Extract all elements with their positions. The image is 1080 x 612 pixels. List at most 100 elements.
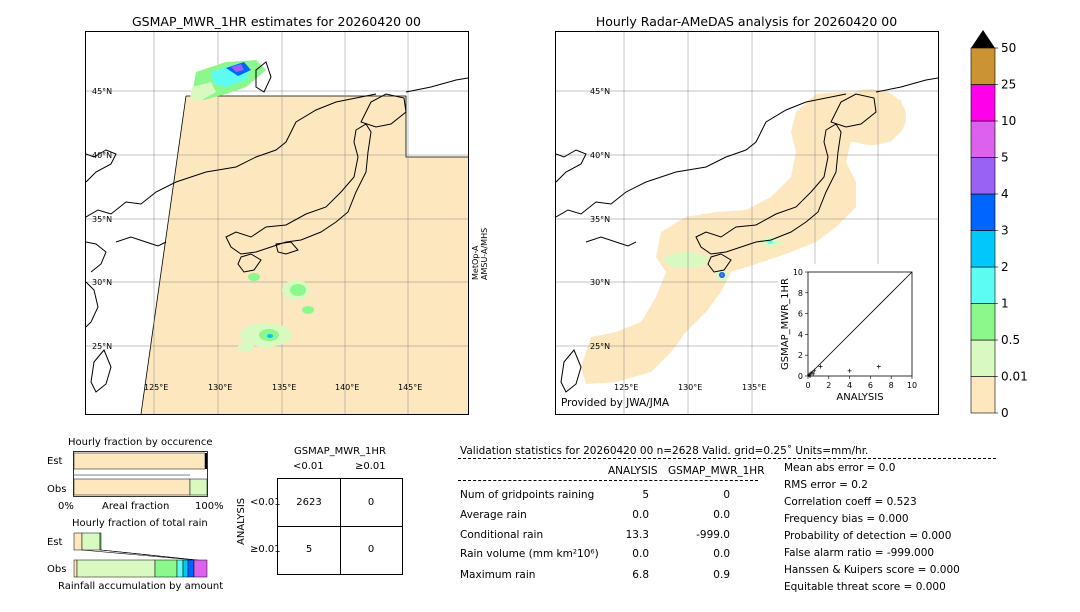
scatter-point — [847, 368, 852, 373]
right-map-title: Hourly Radar-AMeDAS analysis for 2026042… — [595, 14, 898, 29]
contingency-side-label: ANALYSIS — [236, 497, 247, 545]
colorbar-label: 0.01 — [1001, 370, 1028, 384]
row-b-2: -999.0 — [696, 529, 730, 541]
r-lat-label-35: 35°N — [590, 215, 610, 224]
contingency-row-ge: ≥0.01 — [250, 544, 281, 555]
x-tick-label: 10 — [907, 381, 917, 390]
scatter-point — [876, 364, 881, 369]
row-label-0: Num of gridpoints raining — [460, 489, 595, 501]
scatter-point — [818, 364, 823, 369]
score-2: Correlation coeff = 0.523 — [784, 496, 917, 508]
satellite-label: MetOp-A AMSU-A/MHS — [471, 227, 489, 280]
radar-coverage — [581, 89, 906, 384]
right-map-canvas: 45°N 40°N 35°N 30°N 25°N 125°E 130°E 135… — [556, 32, 938, 414]
cell-no-no: 2623 — [296, 497, 322, 508]
colorbar-segment — [970, 157, 996, 195]
occurrence-row-est: Est — [47, 456, 63, 467]
row-b-1: 0.0 — [713, 509, 730, 521]
score-4: Probability of detection = 0.000 — [784, 530, 952, 542]
row-b-0: 0 — [723, 489, 730, 501]
colorbar-extend-arrow — [971, 30, 995, 48]
colorbar-segment — [970, 84, 996, 122]
colorbar-label: 1 — [1001, 297, 1009, 311]
score-1: RMS error = 0.2 — [784, 479, 868, 491]
occurrence-axis-right: 100% — [195, 501, 224, 512]
colorbar-segments — [970, 47, 996, 414]
row-b-3: 0.0 — [713, 548, 730, 560]
row-a-1: 0.0 — [632, 509, 649, 521]
total-rain-caption: Rainfall accumulation by amount — [58, 581, 224, 592]
est-occurrence-bar — [73, 452, 206, 470]
lon-label-140: 140°E — [335, 383, 359, 392]
contingency-col-lt: <0.01 — [293, 461, 324, 472]
lon-label-145: 145°E — [398, 383, 422, 392]
col-gsmap: GSMAP_MWR_1HR — [668, 465, 765, 477]
left-map-title: GSMAP_MWR_1HR estimates for 20260420 00 — [132, 14, 421, 29]
r-lat-label-45: 45°N — [590, 87, 610, 96]
contingency-title: GSMAP_MWR_1HR — [294, 446, 386, 457]
row-label-1: Average rain — [460, 509, 527, 521]
colorbar-segment — [970, 303, 996, 341]
colorbar-label: 0 — [1001, 406, 1009, 418]
total-rain-bars — [73, 532, 208, 578]
r-lon-label-130: 130°E — [678, 383, 702, 392]
y-tick-label: 8 — [798, 289, 803, 298]
lon-label-125: 125°E — [144, 383, 168, 392]
contingency-table: 2623 0 5 0 — [277, 478, 403, 575]
x-tick-label: 2 — [826, 381, 831, 390]
colorbar-segment — [970, 120, 996, 158]
scatter-points — [807, 364, 881, 378]
scatter-point — [811, 371, 816, 376]
lat-label-40: 40°N — [92, 151, 112, 160]
x-tick-label: 6 — [868, 381, 873, 390]
score-0: Mean abs error = 0.0 — [784, 462, 896, 474]
coastlines-right — [556, 77, 938, 393]
lat-label-45: 45°N — [92, 87, 112, 96]
occurrence-row-obs: Obs — [47, 484, 67, 495]
colorbar-segment — [970, 47, 996, 85]
row-a-2: 13.3 — [625, 529, 649, 541]
colorbar-segment — [970, 266, 996, 304]
scatter-frame — [807, 271, 913, 377]
y-tick-label: 10 — [793, 268, 803, 277]
colorbar: 0 0.01 0.5 1 2 3 4 5 10 25 50 — [970, 30, 1028, 418]
scatter-point — [809, 370, 814, 375]
scatter-point — [812, 368, 817, 373]
scatter-ylabel: GSMAP_MWR_1HR — [780, 278, 791, 370]
table-divider — [458, 480, 758, 481]
row-a-0: 5 — [642, 489, 649, 501]
row-b-4: 0.9 — [713, 569, 730, 581]
satellite-swath — [141, 96, 468, 414]
total-rain-title: Hourly fraction of total rain — [72, 518, 208, 529]
x-tick-label: 4 — [847, 381, 852, 390]
row-a-4: 6.8 — [632, 569, 649, 581]
colorbar-label: 3 — [1001, 224, 1009, 238]
observed-rain — [664, 237, 781, 281]
row-label-4: Maximum rain — [460, 569, 536, 581]
occurrence-bars — [73, 451, 208, 497]
est-occurrence-rain — [205, 453, 207, 469]
score-6: Hanssen & Kuipers score = 0.000 — [784, 564, 960, 576]
colorbar-label: 50 — [1001, 41, 1016, 55]
data-credit: Provided by JWA/JMA — [561, 397, 670, 409]
obs-occurrence-rain — [189, 478, 208, 496]
scatter-background — [778, 264, 938, 414]
lon-label-130: 130°E — [208, 383, 232, 392]
colorbar-labels: 0 0.01 0.5 1 2 3 4 5 10 25 50 — [995, 41, 1028, 418]
left-map: 45°N 40°N 35°N 30°N 25°N 125°E 130°E 135… — [85, 31, 469, 415]
lon-label-135: 135°E — [272, 383, 296, 392]
r-lat-label-30: 30°N — [590, 278, 610, 287]
y-tick-label: 4 — [798, 330, 803, 339]
score-7: Equitable threat score = 0.000 — [784, 581, 946, 593]
lat-label-25: 25°N — [92, 342, 112, 351]
occurrence-axis-left: 0% — [58, 501, 74, 512]
contingency-row-lt: <0.01 — [250, 497, 281, 508]
lat-label-35: 35°N — [92, 215, 112, 224]
colorbar-segment — [970, 230, 996, 268]
scatter-point — [808, 374, 813, 378]
colorbar-label: 0.5 — [1001, 333, 1020, 347]
r-lon-label-135: 135°E — [742, 383, 766, 392]
score-3: Frequency bias = 0.000 — [784, 513, 909, 525]
colorbar-label: 2 — [1001, 260, 1009, 274]
validation-header: Validation statistics for 20260420 00 n=… — [460, 445, 869, 457]
